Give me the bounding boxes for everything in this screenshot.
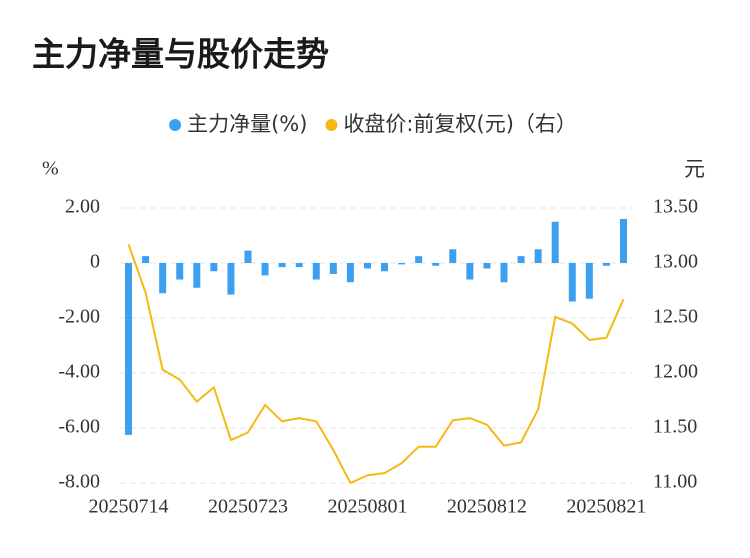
y-axis-unit: % [42, 158, 59, 180]
bar [227, 263, 235, 295]
bar [551, 221, 559, 263]
bar [363, 263, 371, 269]
bar [534, 249, 542, 263]
bar [176, 263, 184, 280]
bar [159, 263, 167, 294]
x-tick-label: 20250801 [327, 496, 407, 518]
bar [449, 249, 457, 263]
y2-tick-label: 13.50 [653, 196, 698, 218]
chart-title: 主力净量与股价走势 [32, 35, 329, 74]
bar [261, 263, 269, 276]
bar [432, 263, 440, 266]
y2-tick-label: 13.00 [653, 251, 698, 273]
y-tick-label: -4.00 [58, 361, 100, 383]
bar [125, 263, 133, 435]
bar [483, 263, 491, 269]
y2-tick-label: 12.50 [653, 306, 698, 328]
bar [381, 263, 389, 272]
bar [346, 263, 354, 283]
bar [278, 263, 286, 268]
bar [602, 263, 610, 266]
x-tick-label: 20250821 [566, 496, 646, 518]
bar [568, 263, 576, 302]
bar [312, 263, 320, 280]
bar [517, 256, 525, 263]
legend-marker [169, 119, 182, 131]
legend-label: 主力净量(%) [187, 112, 307, 136]
bar [193, 263, 201, 288]
legend-label: 收盘价:前复权(元)（右） [343, 112, 576, 136]
bar [619, 219, 627, 263]
bar [398, 263, 406, 265]
bar [500, 263, 508, 283]
bar [466, 263, 474, 280]
y-tick-label: -8.00 [58, 471, 100, 493]
bar [142, 256, 150, 263]
x-tick-label: 20250812 [447, 496, 527, 518]
y-tick-label: -2.00 [58, 306, 100, 328]
bar [295, 263, 303, 268]
y2-tick-label: 11.50 [653, 416, 697, 438]
y2-tick-label: 12.00 [653, 361, 698, 383]
legend-marker [325, 119, 338, 131]
y-tick-label: -6.00 [58, 416, 100, 438]
bar [415, 256, 423, 263]
x-tick-label: 20250723 [208, 496, 288, 518]
bar [244, 250, 252, 263]
bar [585, 263, 593, 299]
y2-axis-unit: 元 [684, 157, 705, 181]
y2-tick-label: 11.00 [653, 471, 697, 493]
y-tick-label: 2.00 [65, 196, 100, 218]
price-line [127, 243, 625, 485]
bar [329, 263, 337, 274]
x-tick-label: 20250714 [89, 496, 169, 518]
bar [210, 263, 218, 272]
y-tick-label: 0 [90, 251, 100, 273]
